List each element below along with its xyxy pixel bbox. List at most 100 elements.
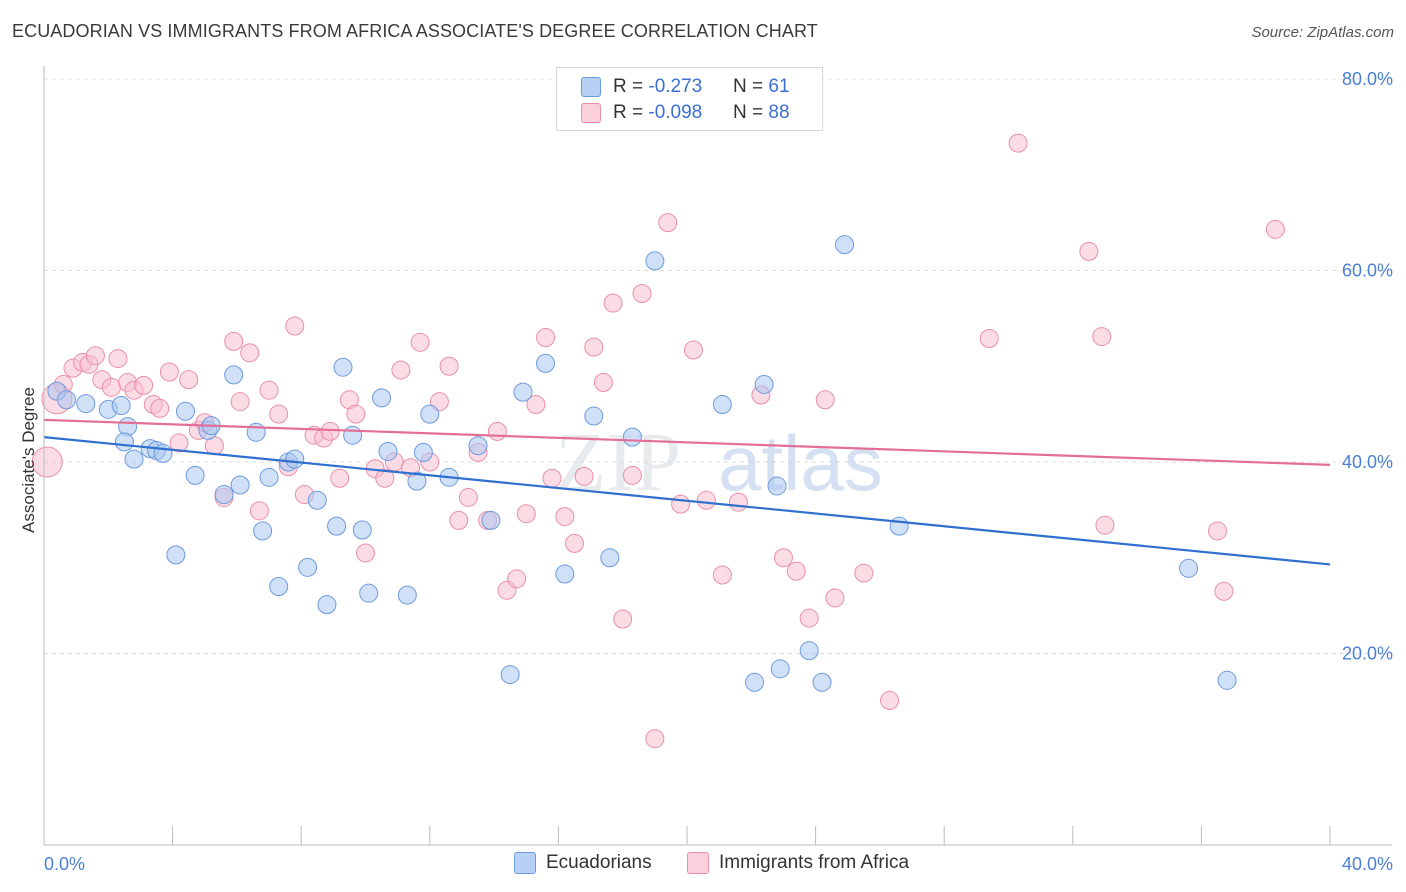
point-ecuadorian (317, 595, 337, 615)
point-ecuadorian (359, 583, 379, 603)
point-ecuadorian (812, 672, 832, 692)
legend-n-value: 61 (768, 76, 790, 97)
point-immigrants-from-africa (773, 548, 793, 568)
y-tick-label: 80.0% (1342, 69, 1393, 89)
point-immigrants-from-africa (240, 343, 260, 363)
y-tick-label: 20.0% (1342, 644, 1393, 664)
point-immigrants-from-africa (728, 492, 748, 512)
point-immigrants-from-africa (825, 588, 845, 608)
point-ecuadorian (481, 510, 501, 530)
bottom-legend-label: Ecuadorians (546, 852, 652, 873)
point-immigrants-from-africa (159, 362, 179, 382)
point-immigrants-from-africa (134, 375, 154, 395)
point-immigrants-from-africa (179, 370, 199, 390)
point-immigrants-from-africa (269, 404, 289, 424)
point-immigrants-from-africa (285, 316, 305, 336)
point-immigrants-from-africa (169, 433, 189, 453)
point-ecuadorian (378, 441, 398, 461)
legend-swatch-pink (581, 103, 601, 123)
point-ecuadorian (767, 476, 787, 496)
point-immigrants-from-africa (979, 328, 999, 348)
point-immigrants-from-africa (542, 468, 562, 488)
point-immigrants-from-africa (150, 398, 170, 418)
legend-r-label: R = (613, 102, 649, 123)
chart-title: ECUADORIAN VS IMMIGRANTS FROM AFRICA ASS… (12, 21, 818, 41)
bottom-legend: Ecuadorians Immigrants from Africa (0, 852, 1406, 876)
point-immigrants-from-africa (786, 561, 806, 581)
point-ecuadorian (224, 365, 244, 385)
point-immigrants-from-africa (1079, 241, 1099, 261)
axes: 20.0% 40.0% 60.0% 80.0% 0.0% 40.0% (43, 66, 1393, 874)
point-ecuadorian (76, 394, 96, 414)
point-ecuadorian (327, 516, 347, 536)
bottom-legend-ecuadorians: Ecuadorians (514, 852, 652, 874)
legend-r-label: R = (613, 76, 649, 97)
point-ecuadorian (118, 417, 138, 437)
point-ecuadorian (114, 432, 134, 452)
point-immigrants-from-africa (85, 346, 105, 366)
point-ecuadorian (500, 665, 520, 685)
point-ecuadorian (889, 516, 909, 536)
point-immigrants-from-africa (555, 507, 575, 527)
point-immigrants-from-africa (516, 504, 536, 524)
point-ecuadorian (214, 485, 234, 505)
point-ecuadorian (413, 442, 433, 462)
point-immigrants-from-africa (249, 501, 269, 521)
point-immigrants-from-africa (613, 609, 633, 629)
bottom-legend-label: Immigrants from Africa (719, 852, 910, 873)
point-ecuadorian (770, 659, 790, 679)
point-immigrants-from-africa (449, 510, 469, 530)
point-immigrants-from-africa (1214, 581, 1234, 601)
point-ecuadorian (397, 585, 417, 605)
bottom-legend-swatch-pink (687, 852, 709, 874)
source-label: Source: ZipAtlas.com (1251, 24, 1394, 41)
point-ecuadorian (57, 390, 77, 410)
legend-n-value: 88 (768, 102, 790, 123)
point-immigrants-from-africa (564, 533, 584, 553)
point-ecuadorian (835, 235, 855, 255)
point-immigrants-from-africa (320, 421, 340, 441)
point-immigrants-from-africa (230, 392, 250, 412)
point-immigrants-from-africa (410, 332, 430, 352)
point-ecuadorian (153, 443, 173, 463)
point-ecuadorian (124, 449, 144, 469)
point-ecuadorian (600, 548, 620, 568)
point-ecuadorian (333, 357, 353, 377)
point-immigrants-from-africa (1092, 327, 1112, 347)
legend-row-immigrants-from-africa: R = -0.098 N = 88 (581, 101, 790, 125)
watermark-atlas: atlas (718, 419, 883, 507)
point-ecuadorian (175, 401, 195, 421)
legend-r-value: -0.273 (648, 76, 703, 97)
point-ecuadorian (407, 471, 427, 491)
point-immigrants-from-africa (439, 356, 459, 376)
point-ecuadorian (754, 374, 774, 394)
point-ecuadorian (1217, 670, 1237, 690)
point-immigrants-from-africa (487, 421, 507, 441)
point-ecuadorian (111, 396, 131, 416)
trend-line-ecuadorians (43, 436, 1331, 566)
point-immigrants-from-africa (1095, 515, 1115, 535)
point-ecuadorian (584, 406, 604, 426)
point-ecuadorian (555, 564, 575, 584)
point-immigrants-from-africa (356, 543, 375, 563)
point-ecuadorian (253, 521, 273, 541)
point-immigrants-from-africa (330, 468, 350, 488)
point-immigrants-from-africa (683, 340, 703, 360)
point-ecuadorian (745, 672, 765, 692)
x-tick-label: 40.0% (1342, 854, 1393, 874)
point-ecuadorian (307, 490, 327, 510)
point-immigrants-from-africa (224, 331, 244, 351)
point-immigrants-from-africa (799, 608, 819, 628)
trend-line-immigrants-from-africa (43, 418, 1331, 466)
point-immigrants-from-africa (346, 404, 366, 424)
y-tick-label: 60.0% (1342, 261, 1393, 281)
bottom-legend-immigrants-from-africa: Immigrants from Africa (687, 852, 909, 874)
point-immigrants-from-africa (458, 487, 478, 507)
y-tick-label: 40.0% (1342, 452, 1393, 472)
point-immigrants-from-africa (108, 349, 128, 369)
point-immigrants-from-africa (815, 390, 835, 410)
point-immigrants-from-africa (391, 360, 411, 380)
point-immigrants-from-africa (1265, 219, 1285, 239)
point-immigrants-from-africa (259, 380, 279, 400)
